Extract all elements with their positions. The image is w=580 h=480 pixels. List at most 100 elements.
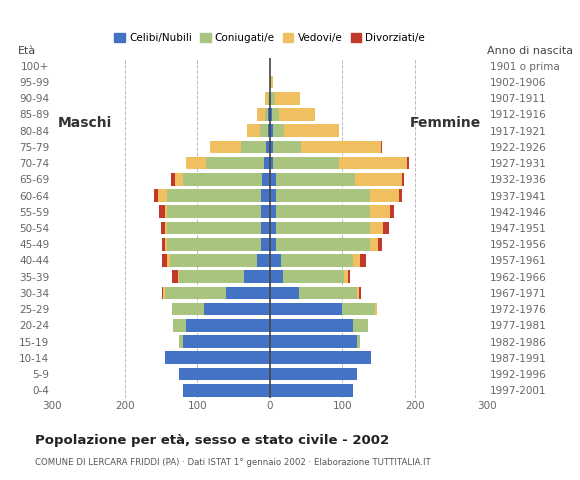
Bar (165, 205, 166, 218)
Bar (270, 189, 275, 202)
Bar (264, 92, 268, 105)
Legend: Celibi/Nubili, Coniugati/e, Vedovi/e, Divorziati/e: Celibi/Nubili, Coniugati/e, Vedovi/e, Di… (110, 29, 429, 47)
Bar (154, 189, 158, 202)
Bar (256, 254, 270, 267)
Bar (266, 141, 270, 153)
Bar (171, 173, 175, 186)
Bar (353, 254, 360, 267)
Bar (186, 319, 270, 332)
Bar (177, 270, 179, 283)
Bar (270, 157, 273, 169)
Bar (270, 205, 275, 218)
Bar (264, 157, 270, 169)
Bar (270, 254, 281, 267)
Bar (204, 303, 270, 315)
Bar (264, 108, 268, 121)
Bar (370, 205, 390, 218)
Bar (270, 222, 275, 234)
Bar (268, 92, 270, 105)
Bar (244, 270, 270, 283)
Bar (210, 141, 241, 153)
Bar (273, 124, 284, 137)
Bar (355, 173, 403, 186)
Bar (183, 384, 270, 396)
Text: COMUNE DI LERCARA FRIDDI (PA) · Dati ISTAT 1° gennaio 2002 · Elaborazione TUTTIT: COMUNE DI LERCARA FRIDDI (PA) · Dati IST… (35, 458, 430, 468)
Bar (268, 108, 270, 121)
Bar (165, 287, 226, 299)
Bar (270, 238, 275, 251)
Text: Età: Età (17, 46, 35, 56)
Bar (169, 254, 256, 267)
Text: Maschi: Maschi (58, 116, 113, 130)
Bar (267, 124, 270, 137)
Bar (206, 157, 264, 169)
Bar (348, 270, 350, 283)
Bar (260, 124, 267, 137)
Bar (270, 173, 275, 186)
Bar (370, 189, 399, 202)
Bar (272, 108, 279, 121)
Bar (167, 238, 261, 251)
Bar (165, 351, 270, 364)
Bar (345, 270, 348, 283)
Bar (261, 189, 270, 202)
Bar (279, 108, 316, 121)
Bar (270, 108, 272, 121)
Bar (179, 335, 183, 348)
Bar (284, 124, 339, 137)
Bar (276, 173, 355, 186)
Bar (183, 173, 262, 186)
Bar (276, 189, 370, 202)
Bar (270, 141, 273, 153)
Bar (301, 141, 380, 153)
Bar (275, 92, 300, 105)
Bar (162, 254, 168, 267)
Bar (241, 141, 266, 153)
Bar (179, 368, 270, 380)
Bar (258, 108, 264, 121)
Bar (270, 335, 357, 348)
Text: Popolazione per età, sesso e stato civile - 2002: Popolazione per età, sesso e stato civil… (35, 434, 389, 447)
Bar (270, 368, 357, 380)
Text: Femmine: Femmine (410, 116, 481, 130)
Bar (383, 222, 389, 234)
Bar (175, 173, 183, 186)
Bar (403, 173, 404, 186)
Bar (407, 157, 409, 169)
Bar (168, 254, 169, 267)
Bar (353, 319, 368, 332)
Bar (378, 238, 382, 251)
Bar (299, 287, 357, 299)
Bar (261, 222, 270, 234)
Bar (276, 205, 370, 218)
Bar (270, 92, 271, 105)
Bar (159, 205, 165, 218)
Bar (172, 270, 177, 283)
Bar (167, 205, 261, 218)
Bar (375, 303, 377, 315)
Bar (370, 238, 378, 251)
Bar (162, 287, 163, 299)
Bar (262, 173, 270, 186)
Bar (183, 335, 270, 348)
Bar (270, 287, 299, 299)
Bar (261, 238, 270, 251)
Bar (270, 76, 271, 88)
Bar (270, 270, 283, 283)
Bar (161, 222, 165, 234)
Bar (360, 254, 366, 267)
Bar (390, 205, 394, 218)
Bar (357, 287, 359, 299)
Bar (271, 76, 273, 88)
Bar (261, 205, 270, 218)
Bar (281, 254, 353, 267)
Bar (270, 303, 342, 315)
Bar (186, 157, 206, 169)
Bar (270, 319, 353, 332)
Bar (370, 222, 383, 234)
Bar (226, 287, 270, 299)
Bar (158, 189, 166, 202)
Bar (273, 157, 339, 169)
Bar (339, 157, 407, 169)
Bar (165, 238, 166, 251)
